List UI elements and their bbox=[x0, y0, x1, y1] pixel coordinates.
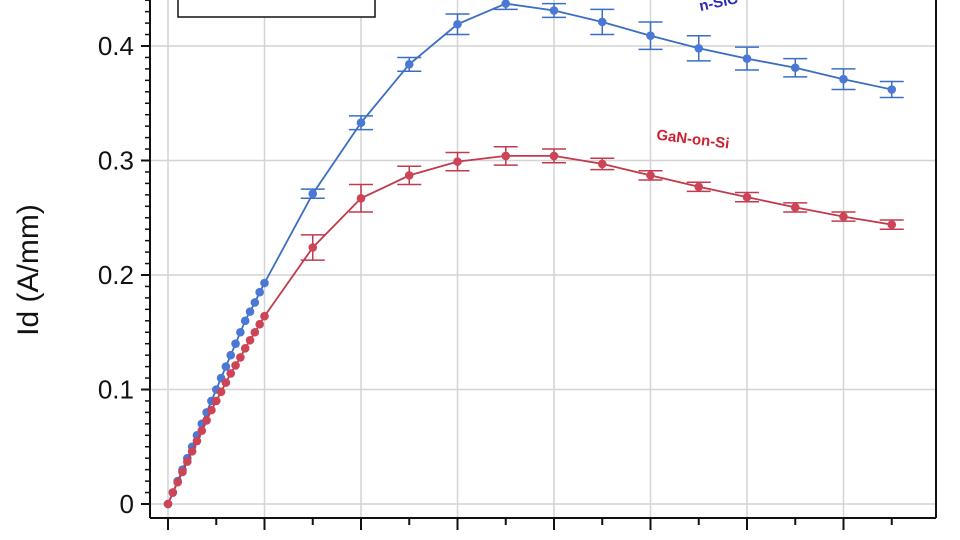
data-point bbox=[250, 298, 260, 307]
data-point bbox=[168, 488, 178, 497]
data-point bbox=[245, 307, 255, 316]
series-label-gan-on-si: GaN-on-Si bbox=[655, 127, 730, 153]
data-point bbox=[356, 193, 366, 203]
data-point bbox=[187, 447, 197, 456]
axes bbox=[149, 0, 937, 519]
y-tick-label: 0.3 bbox=[98, 146, 134, 176]
data-point bbox=[231, 361, 240, 370]
data-point bbox=[694, 182, 704, 192]
data-point bbox=[163, 499, 173, 509]
grid-lines bbox=[150, 0, 936, 518]
data-point bbox=[211, 396, 221, 406]
data-point bbox=[887, 220, 897, 229]
data-point bbox=[260, 278, 269, 288]
data-point bbox=[597, 159, 607, 169]
data-point bbox=[839, 74, 848, 84]
data-point bbox=[549, 151, 559, 161]
data-point bbox=[255, 287, 264, 297]
data-point bbox=[404, 171, 414, 180]
data-point bbox=[501, 0, 511, 8]
data-point bbox=[216, 387, 226, 397]
data-point bbox=[790, 63, 800, 73]
data-point bbox=[202, 416, 211, 425]
data-point bbox=[453, 19, 462, 29]
series-line bbox=[167, 2, 892, 505]
data-point bbox=[226, 350, 236, 360]
series-layer bbox=[163, 0, 904, 509]
y-axis-title: Id (A/mm) bbox=[12, 204, 45, 336]
data-point bbox=[207, 405, 216, 415]
legend bbox=[177, 0, 376, 18]
data-point bbox=[887, 85, 897, 94]
data-point bbox=[742, 192, 752, 202]
data-point bbox=[790, 203, 800, 212]
data-point bbox=[236, 353, 245, 362]
data-point bbox=[221, 378, 231, 387]
data-point bbox=[308, 243, 318, 252]
data-point bbox=[694, 43, 704, 53]
data-point bbox=[226, 369, 236, 378]
data-point bbox=[231, 339, 240, 349]
data-point bbox=[742, 54, 752, 63]
data-point bbox=[260, 311, 269, 321]
data-point bbox=[646, 171, 655, 180]
data-point bbox=[250, 327, 260, 337]
data-point bbox=[839, 212, 848, 221]
legend-box bbox=[177, 0, 376, 18]
y-tick-label: 0.1 bbox=[98, 375, 134, 405]
data-point bbox=[646, 31, 655, 40]
y-tick-label: 0.2 bbox=[98, 260, 134, 290]
data-point bbox=[597, 17, 607, 27]
y-tick-label: 0.4 bbox=[98, 31, 134, 61]
data-point bbox=[192, 436, 202, 446]
data-point bbox=[178, 467, 187, 477]
data-point bbox=[245, 335, 255, 345]
axis-ticks bbox=[141, 0, 893, 530]
data-point bbox=[453, 157, 462, 166]
series-gan-on-si bbox=[163, 146, 904, 509]
data-point bbox=[240, 343, 250, 353]
series-label-gan-on-sic: n-SiC bbox=[698, 0, 740, 15]
data-point bbox=[183, 457, 192, 466]
series-gan-on-sic bbox=[163, 0, 904, 509]
series-line bbox=[167, 155, 892, 505]
data-point bbox=[255, 319, 264, 329]
data-point bbox=[549, 6, 559, 15]
data-point bbox=[236, 327, 245, 337]
y-tick-labels: 0 0.1 0.2 0.3 0.4 bbox=[98, 31, 134, 519]
data-point bbox=[221, 362, 231, 371]
data-point bbox=[308, 189, 318, 199]
data-point bbox=[240, 316, 250, 326]
data-point bbox=[173, 477, 182, 487]
data-point bbox=[501, 151, 511, 161]
y-tick-label: 0 bbox=[120, 489, 134, 519]
data-point bbox=[197, 426, 207, 436]
data-point bbox=[404, 60, 414, 69]
data-point bbox=[356, 118, 366, 128]
